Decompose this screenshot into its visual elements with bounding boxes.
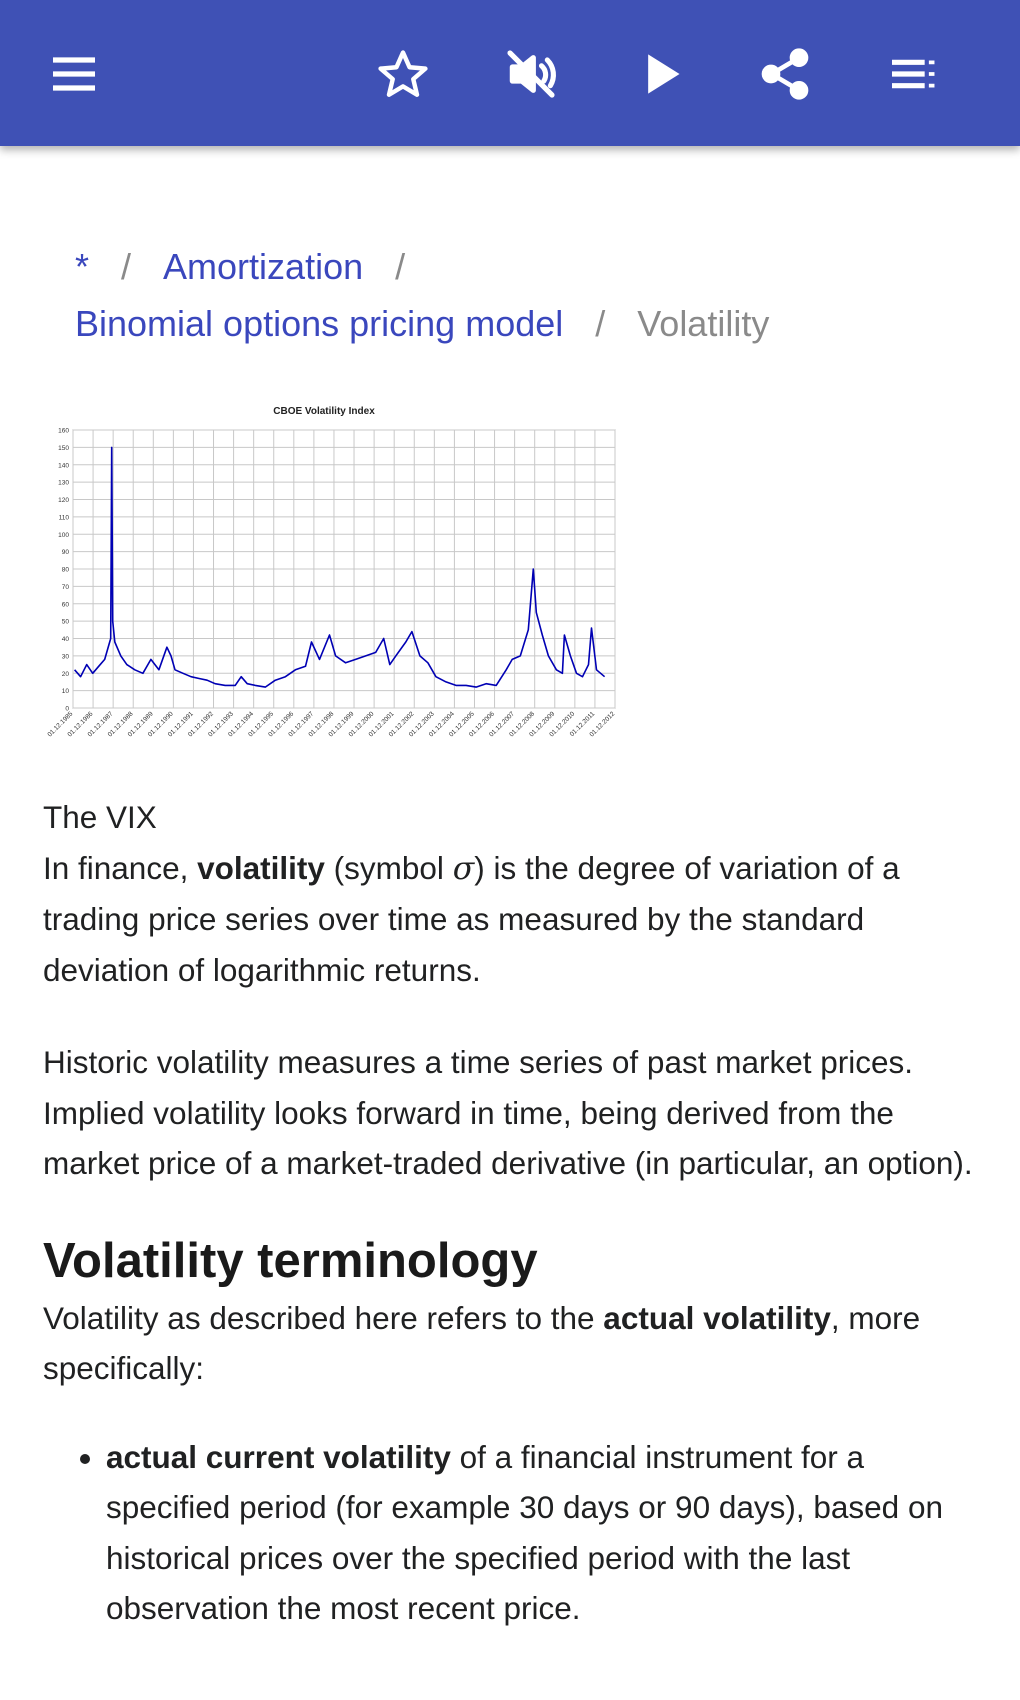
play-button[interactable] bbox=[625, 38, 697, 110]
historic-volatility-paragraph: Historic volatility measures a time seri… bbox=[43, 1044, 973, 1181]
y-tick-label: 70 bbox=[62, 584, 70, 591]
y-tick-label: 60 bbox=[62, 601, 70, 608]
breadcrumb: * / Amortization / Binomial options pricing… bbox=[75, 238, 975, 352]
breadcrumb-separator: / bbox=[595, 303, 606, 344]
y-tick-label: 0 bbox=[65, 706, 69, 713]
sigma-symbol: σ bbox=[452, 850, 475, 887]
y-tick-label: 20 bbox=[62, 671, 70, 678]
menu-button[interactable] bbox=[38, 38, 110, 110]
y-tick-label: 80 bbox=[62, 567, 70, 574]
list-item: actual current volatility of a financial… bbox=[106, 1432, 983, 1634]
y-tick-label: 90 bbox=[62, 549, 70, 556]
breadcrumb-link-amortization[interactable]: Amortization bbox=[163, 246, 364, 287]
app-toolbar bbox=[0, 0, 1020, 146]
breadcrumb-separator: / bbox=[395, 246, 406, 287]
vix-series-line bbox=[73, 446, 606, 688]
term-volatility: volatility bbox=[197, 849, 325, 886]
y-tick-label: 50 bbox=[62, 619, 70, 626]
vix-chart-image[interactable]: 0 10 20 30 40 50 60 70 80 90 100 110 120 130 140 150 160… bbox=[43, 400, 623, 770]
vix-chart: 0 10 20 30 40 50 60 70 80 90 100 110 120 130 140 150 160… bbox=[46, 406, 616, 738]
share-icon bbox=[761, 48, 809, 100]
intro-paragraph: In finance, volatility (symbol σ) is the… bbox=[43, 849, 900, 988]
section-intro-paragraph: Volatility as described here refers to t… bbox=[43, 1299, 921, 1387]
breadcrumb-separator: / bbox=[121, 246, 132, 287]
y-tick-label: 120 bbox=[58, 497, 69, 504]
breadcrumb-link-binomial-options-pricing-model[interactable]: Binomial options pricing model bbox=[75, 303, 564, 344]
article-body: The VIX In finance, volatility (symbol σ… bbox=[43, 792, 983, 1634]
play-icon bbox=[648, 54, 680, 94]
figure-caption: The VIX bbox=[43, 799, 157, 835]
star-outline-icon bbox=[378, 50, 428, 97]
y-tick-label: 30 bbox=[62, 653, 70, 660]
terminology-list: actual current volatility of a financial… bbox=[43, 1432, 983, 1634]
volume-off-icon bbox=[507, 50, 556, 98]
mute-button[interactable] bbox=[495, 38, 567, 110]
breadcrumb-home-link[interactable]: * bbox=[75, 246, 90, 287]
contents-button[interactable] bbox=[877, 38, 949, 110]
chart-title: CBOE Volatility Index bbox=[273, 406, 375, 417]
breadcrumb-current-page: Volatility bbox=[637, 303, 770, 344]
bookmark-button[interactable] bbox=[367, 38, 439, 110]
term-actual-current-volatility: actual current volatility bbox=[106, 1438, 451, 1475]
term-actual-volatility: actual volatility bbox=[603, 1299, 831, 1336]
y-tick-label: 130 bbox=[58, 480, 69, 487]
share-button[interactable] bbox=[749, 38, 821, 110]
hamburger-menu-icon bbox=[53, 57, 95, 91]
y-tick-label: 100 bbox=[58, 532, 69, 539]
section-heading: Volatility terminology bbox=[43, 1233, 538, 1288]
y-tick-label: 10 bbox=[62, 688, 70, 695]
y-tick-label: 160 bbox=[58, 428, 69, 435]
y-tick-label: 150 bbox=[58, 445, 69, 452]
y-tick-label: 140 bbox=[58, 462, 69, 469]
y-tick-label: 40 bbox=[62, 636, 70, 643]
table-of-contents-icon bbox=[892, 59, 935, 89]
y-tick-label: 110 bbox=[59, 514, 70, 521]
